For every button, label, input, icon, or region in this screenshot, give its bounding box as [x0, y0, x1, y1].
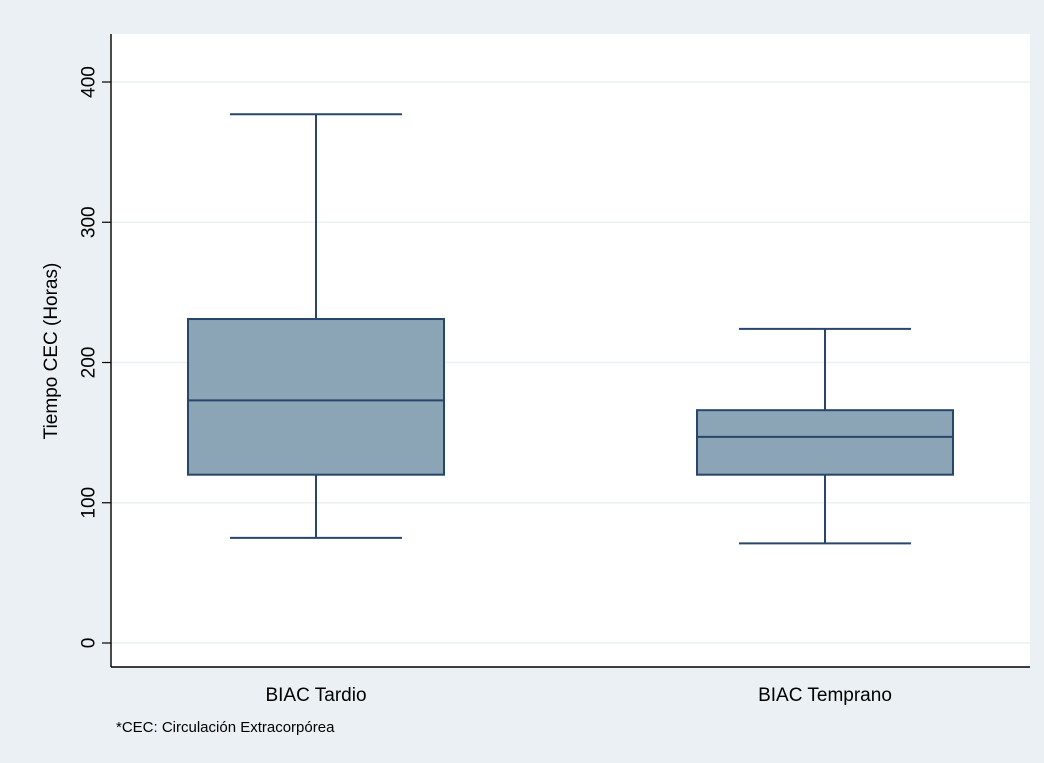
y-tick-label-200: 200 — [79, 347, 100, 379]
box-2 — [696, 327, 954, 545]
y-tick-label-100: 100 — [79, 487, 100, 519]
x-category-labels: BIAC Tardio BIAC Temprano — [265, 685, 891, 706]
y-tick-label-0: 0 — [79, 638, 100, 649]
footnote: *CEC: Circulación Extracorpórea — [116, 719, 335, 736]
interquartile-box — [696, 409, 954, 476]
x-category-label: BIAC Tardio — [265, 685, 366, 706]
boxes — [187, 113, 954, 545]
interquartile-box — [187, 318, 445, 476]
box-1 — [187, 113, 445, 539]
y-tick-label-300: 300 — [79, 206, 100, 238]
y-ticks: 0 100 200 300 400 — [79, 66, 111, 649]
x-category-label: BIAC Temprano — [758, 685, 892, 706]
y-axis-title: Tiempo CEC (Horas) — [41, 263, 62, 440]
y-tick-label-400: 400 — [79, 66, 100, 98]
